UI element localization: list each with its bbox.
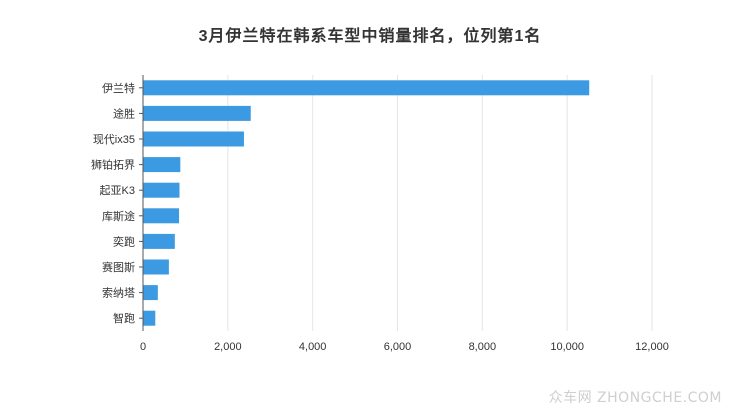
category-label: 奕跑	[113, 234, 135, 248]
bar	[143, 157, 181, 173]
bar	[143, 105, 251, 121]
x-tick-label: 8,000	[469, 341, 497, 353]
category-label: 索纳塔	[102, 286, 135, 300]
watermark: 众车网 ZHONGCHE.COM	[548, 390, 722, 406]
chart-title: 3月伊兰特在韩系车型中销量排名，位列第1名	[198, 28, 542, 45]
x-tick-label: 10,000	[550, 341, 584, 353]
category-label: 狮铂拓界	[91, 158, 135, 172]
bar	[143, 80, 590, 96]
category-label: 途胜	[113, 106, 135, 120]
bar	[143, 233, 175, 249]
category-label: 库斯途	[102, 209, 135, 223]
x-tick-label: 12,000	[635, 341, 669, 353]
bar	[143, 182, 180, 198]
bar	[143, 259, 169, 275]
bar	[143, 310, 156, 326]
x-tick-label: 2,000	[214, 341, 242, 353]
bar	[143, 208, 180, 224]
bar	[143, 285, 158, 301]
category-label: 智跑	[113, 311, 135, 325]
x-tick-label: 0	[140, 341, 146, 353]
category-label: 现代ix35	[93, 133, 135, 146]
category-label: 伊兰特	[102, 81, 135, 95]
bar	[143, 131, 244, 147]
category-label: 赛图斯	[102, 260, 135, 274]
x-tick-label: 4,000	[299, 341, 327, 353]
x-tick-label: 6,000	[384, 341, 412, 353]
category-label: 起亚K3	[100, 184, 135, 197]
